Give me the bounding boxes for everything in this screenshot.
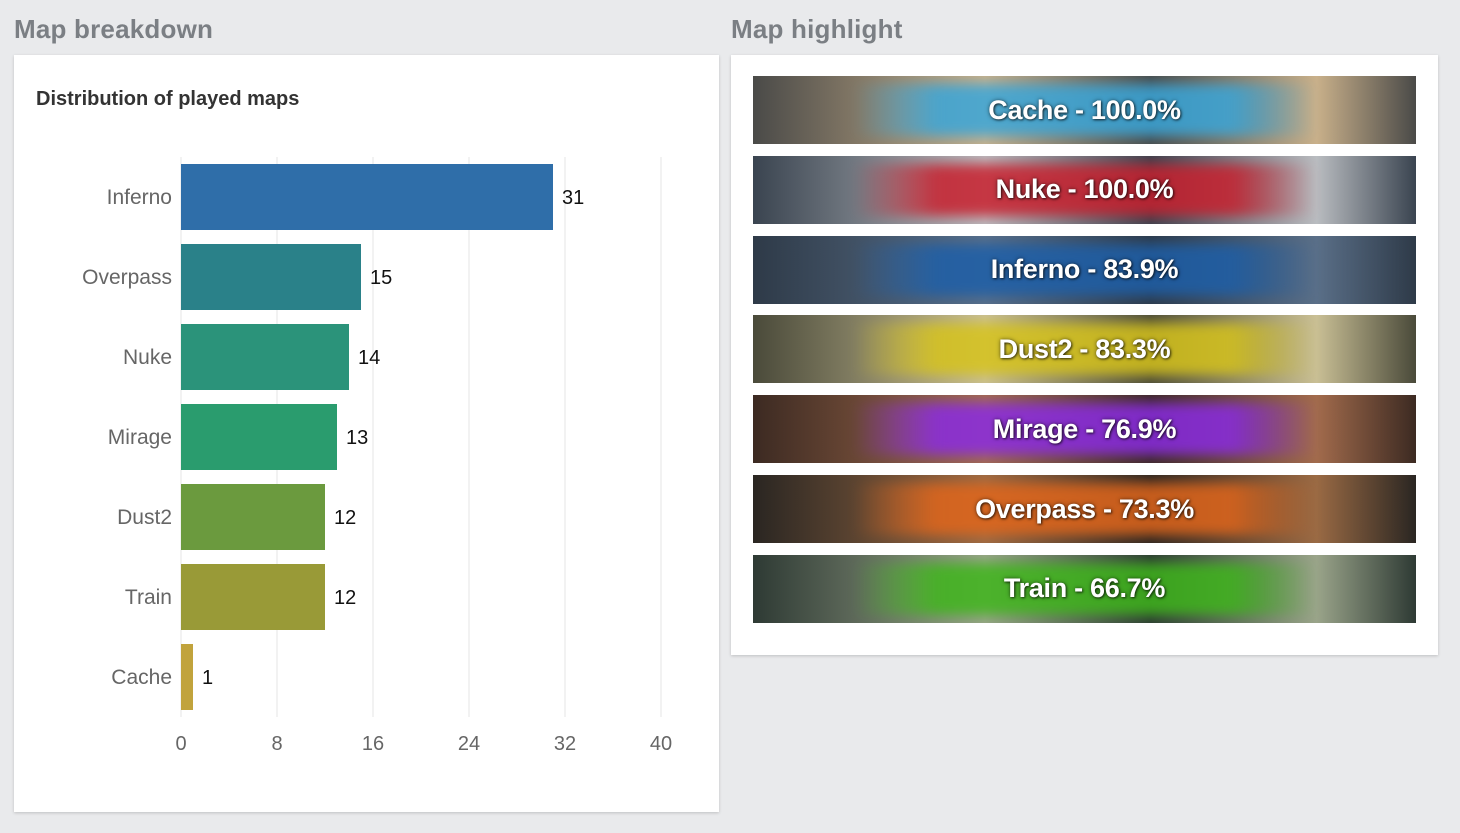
category-label: Cache bbox=[111, 666, 172, 689]
map-breakdown-panel: Distribution of played maps Inferno 31 Ove… bbox=[14, 55, 719, 812]
map-banner-cache: Cache - 100.0% bbox=[753, 76, 1416, 144]
banner-label: Dust2 - 83.3% bbox=[998, 333, 1171, 364]
banner-color-band bbox=[853, 483, 1316, 535]
banner-color-band bbox=[853, 323, 1316, 376]
map-banner-train: Train - 66.7% bbox=[753, 554, 1416, 623]
banner-color-band bbox=[853, 403, 1316, 456]
value-label: 31 bbox=[562, 187, 584, 209]
banner-label: Mirage - 76.9% bbox=[992, 413, 1177, 444]
map-banner-overpass: Overpass - 73.3% bbox=[753, 475, 1416, 543]
chart-title: Distribution of played maps bbox=[36, 88, 300, 110]
map-highlight-title: Map highlight bbox=[731, 14, 903, 44]
value-label: 12 bbox=[334, 587, 356, 609]
x-tick-label: 0 bbox=[175, 733, 186, 755]
banner-label: Nuke - 100.0% bbox=[995, 174, 1174, 205]
banner-color-band bbox=[853, 163, 1316, 216]
banner-color-band bbox=[853, 84, 1316, 136]
banner-label: Inferno - 83.9% bbox=[990, 254, 1179, 285]
x-tick-label: 8 bbox=[271, 733, 282, 755]
bar-nuke bbox=[181, 324, 349, 390]
map-breakdown-title: Map breakdown bbox=[14, 14, 214, 44]
banner-color-band bbox=[853, 562, 1316, 615]
value-label: 1 bbox=[202, 667, 213, 689]
map-banner-inferno: Inferno - 83.9% bbox=[753, 235, 1416, 304]
value-label: 15 bbox=[370, 267, 392, 289]
x-tick-label: 16 bbox=[362, 733, 384, 755]
bar-dust2 bbox=[181, 484, 325, 550]
x-tick-label: 24 bbox=[458, 733, 480, 755]
category-label: Train bbox=[125, 586, 172, 609]
value-label: 12 bbox=[334, 507, 356, 529]
category-label: Dust2 bbox=[117, 506, 172, 529]
x-tick-label: 32 bbox=[554, 733, 576, 755]
map-banner-nuke: Nuke - 100.0% bbox=[753, 155, 1416, 224]
bar-inferno bbox=[181, 164, 553, 230]
category-label: Nuke bbox=[123, 346, 172, 369]
map-highlight-panel: Cache - 100.0% Nuke - 100.0% Inferno - 83.… bbox=[731, 55, 1438, 655]
value-label: 13 bbox=[346, 427, 368, 449]
category-label: Mirage bbox=[108, 426, 172, 449]
x-tick-label: 40 bbox=[650, 733, 672, 755]
bar-train bbox=[181, 564, 325, 630]
bar-overpass bbox=[181, 244, 361, 310]
value-label: 14 bbox=[358, 347, 380, 369]
banner-label: Train - 66.7% bbox=[1003, 573, 1166, 604]
bar-mirage bbox=[181, 404, 337, 470]
map-banner-mirage: Mirage - 76.9% bbox=[753, 395, 1416, 464]
bar-cache bbox=[181, 644, 193, 710]
map-banner-dust2: Dust2 - 83.3% bbox=[753, 315, 1416, 384]
category-label: Overpass bbox=[82, 266, 172, 289]
category-label: Inferno bbox=[107, 186, 172, 209]
banner-label: Cache - 100.0% bbox=[988, 94, 1181, 125]
banner-color-band bbox=[853, 243, 1316, 296]
banner-label: Overpass - 73.3% bbox=[975, 493, 1194, 524]
